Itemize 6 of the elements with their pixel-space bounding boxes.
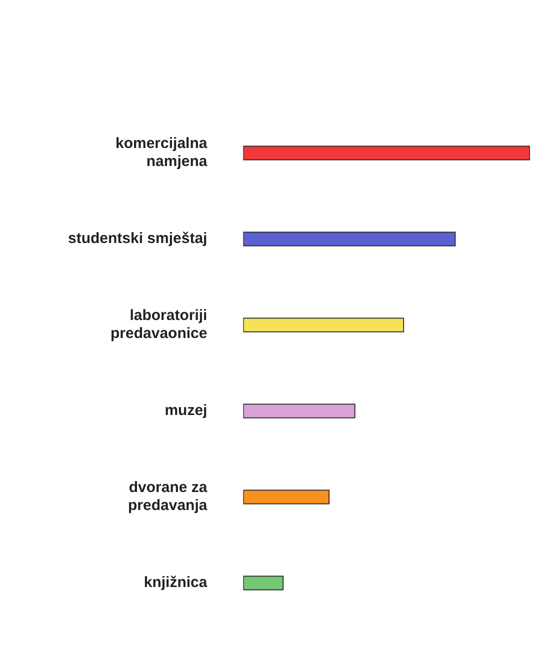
y-tick-label: studentski smještaj — [68, 230, 208, 248]
y-tick-label: laboratoriji predavaonice — [110, 307, 208, 342]
y-tick-label: muzej — [164, 402, 208, 420]
y-tick-label: knjižnica — [144, 574, 208, 592]
y-tick-label: dvorane za predavanja — [128, 479, 208, 514]
y-tick-label: komercijalna namjena — [116, 135, 208, 170]
